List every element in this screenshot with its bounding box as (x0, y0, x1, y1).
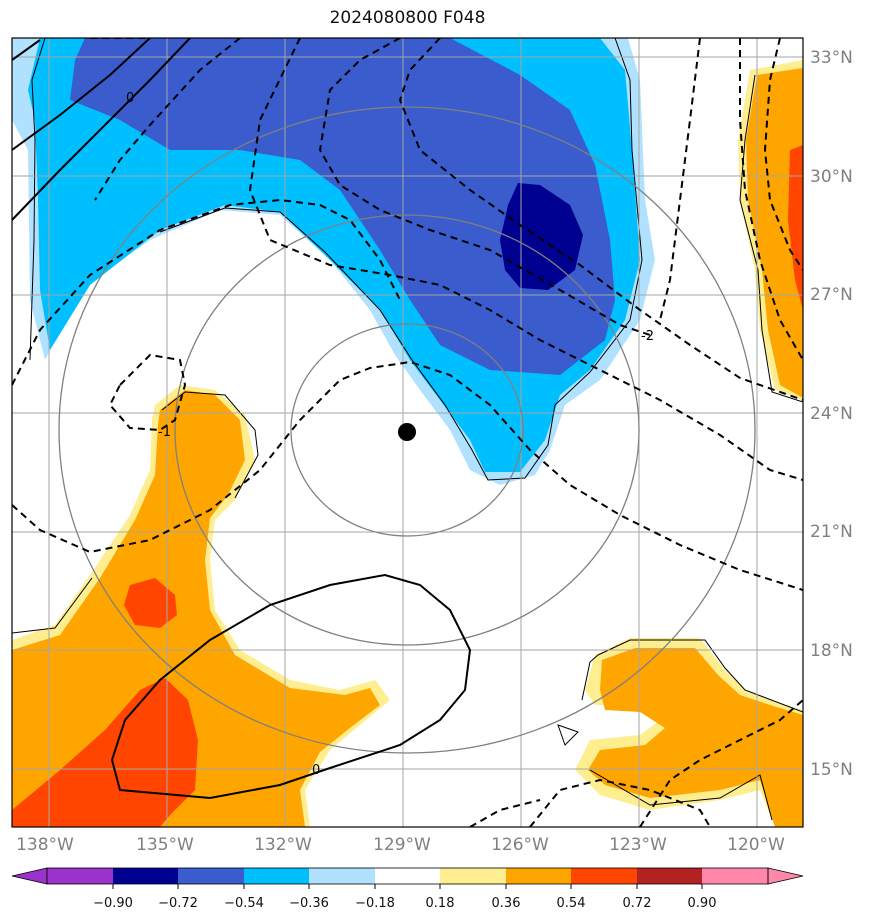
colorbar-label-1: −0.90 (93, 896, 133, 911)
lat-label-21n: 21°N (810, 522, 853, 542)
colorbar-arrow-left (11, 867, 48, 885)
thin-shading-boundaries (12, 38, 803, 821)
map-title: 2024080800 F048 (329, 8, 486, 28)
lat-label-30n: 30°N (810, 167, 853, 187)
colorbar-swatch-4 (244, 868, 309, 884)
range-ring-6deg (174, 214, 640, 646)
shading-orange-sw (12, 390, 380, 827)
colorbar-label-4: −0.36 (289, 896, 329, 911)
lon-label-123w: 123°W (609, 835, 667, 855)
range-ring-3deg (290, 323, 524, 537)
negative-contours (12, 38, 803, 827)
contour-label-west: -1 (158, 425, 171, 440)
colorbar-swatch-8 (506, 868, 571, 884)
shading-orange-se (588, 648, 803, 827)
colorbar-swatch-3 (178, 868, 244, 884)
colorbar-label-6: 0.18 (426, 896, 455, 911)
range-rings (58, 106, 756, 754)
colorbar-swatch-5 (309, 868, 375, 884)
lon-label-132w: 132°W (254, 835, 312, 855)
lon-label-126w: 126°W (491, 835, 549, 855)
shading-orange-ne (746, 68, 803, 398)
graticule (12, 38, 803, 827)
colorbar-swatch-2 (113, 868, 178, 884)
colorbar-swatch-1 (47, 868, 113, 884)
colorbar-label-7: 0.36 (492, 896, 521, 911)
colorbar: −0.90 −0.72 −0.54 −0.36 −0.18 0.18 0.36 … (11, 867, 804, 911)
lon-label-120w: 120°W (727, 835, 785, 855)
lat-label-33n: 33°N (810, 48, 853, 68)
shading-red-spot (124, 578, 177, 628)
contour-label-north: 0 (126, 91, 134, 106)
colorbar-label-5: −0.18 (355, 896, 395, 911)
shading-mid-blue (70, 38, 615, 375)
colorbar-swatch-9 (571, 868, 637, 884)
contour-label-east: -2 (641, 329, 654, 344)
colorbar-swatch-10 (637, 868, 702, 884)
range-ring-9deg (58, 106, 756, 754)
colorbar-label-3: −0.54 (224, 896, 264, 911)
colorbar-label-10: 0.90 (688, 896, 717, 911)
colorbar-frame (46, 867, 769, 885)
colorbar-swatch-6 (375, 868, 440, 884)
colorbar-arrow-right (767, 867, 804, 885)
colorbar-swatch-11 (702, 868, 768, 884)
lon-label-135w: 135°W (136, 835, 194, 855)
lat-label-15n: 15°N (810, 760, 853, 780)
storm-center-marker (398, 423, 416, 441)
map-plot-area: 0 -2 -1 0 (12, 38, 803, 827)
lon-label-129w: 129°W (373, 835, 431, 855)
colorbar-ticks (112, 884, 703, 889)
colorbar-label-2: −0.72 (158, 896, 198, 911)
lon-label-138w: 138°W (16, 835, 74, 855)
shading-red-ne (788, 145, 803, 310)
contour-label-south: 0 (312, 763, 320, 778)
colorbar-label-9: 0.72 (623, 896, 652, 911)
lat-label-18n: 18°N (810, 641, 853, 661)
colorbar-label-8: 0.54 (557, 896, 586, 911)
colorbar-swatch-7 (440, 868, 506, 884)
lat-label-24n: 24°N (810, 404, 853, 424)
lat-label-27n: 27°N (810, 285, 853, 305)
zero-contours (12, 38, 472, 800)
map-frame (11, 37, 804, 828)
shading-red-sw (12, 678, 198, 827)
